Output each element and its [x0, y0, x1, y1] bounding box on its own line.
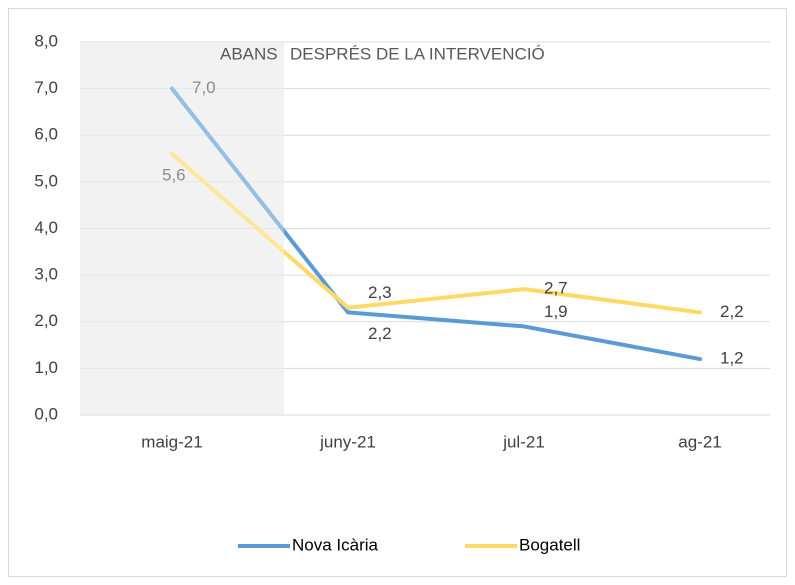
data-label: 1,9 — [544, 302, 568, 321]
y-tick-label: 1,0 — [34, 358, 58, 377]
series-line — [170, 151, 702, 315]
y-tick-label: 6,0 — [34, 125, 58, 144]
y-tick-label: 2,0 — [34, 311, 58, 330]
annotation: ABANS — [220, 44, 278, 63]
data-label: 2,3 — [368, 283, 392, 302]
x-tick-label: juny-21 — [319, 432, 376, 451]
x-tick-label: maig-21 — [141, 432, 202, 451]
x-tick-label: ag-21 — [678, 432, 721, 451]
data-label: 2,2 — [368, 324, 392, 343]
legend-label: Bogatell — [519, 535, 580, 554]
annotation: DESPRÉS DE LA INTERVENCIÓ — [290, 44, 545, 63]
y-tick-label: 8,0 — [34, 31, 58, 50]
before-overlay — [80, 42, 284, 415]
data-label: 1,2 — [720, 349, 744, 368]
y-tick-label: 0,0 — [34, 404, 58, 423]
data-label: 7,0 — [192, 78, 216, 97]
y-tick-label: 4,0 — [34, 218, 58, 237]
legend-label: Nova Icària — [292, 535, 379, 554]
y-tick-label: 7,0 — [34, 78, 58, 97]
data-label: 2,2 — [720, 302, 744, 321]
series-line — [170, 86, 702, 362]
data-label: 5,6 — [162, 165, 186, 184]
y-tick-label: 3,0 — [34, 265, 58, 284]
y-tick-label: 5,0 — [34, 171, 58, 190]
data-label: 2,7 — [544, 279, 568, 298]
x-tick-label: jul-21 — [502, 432, 545, 451]
